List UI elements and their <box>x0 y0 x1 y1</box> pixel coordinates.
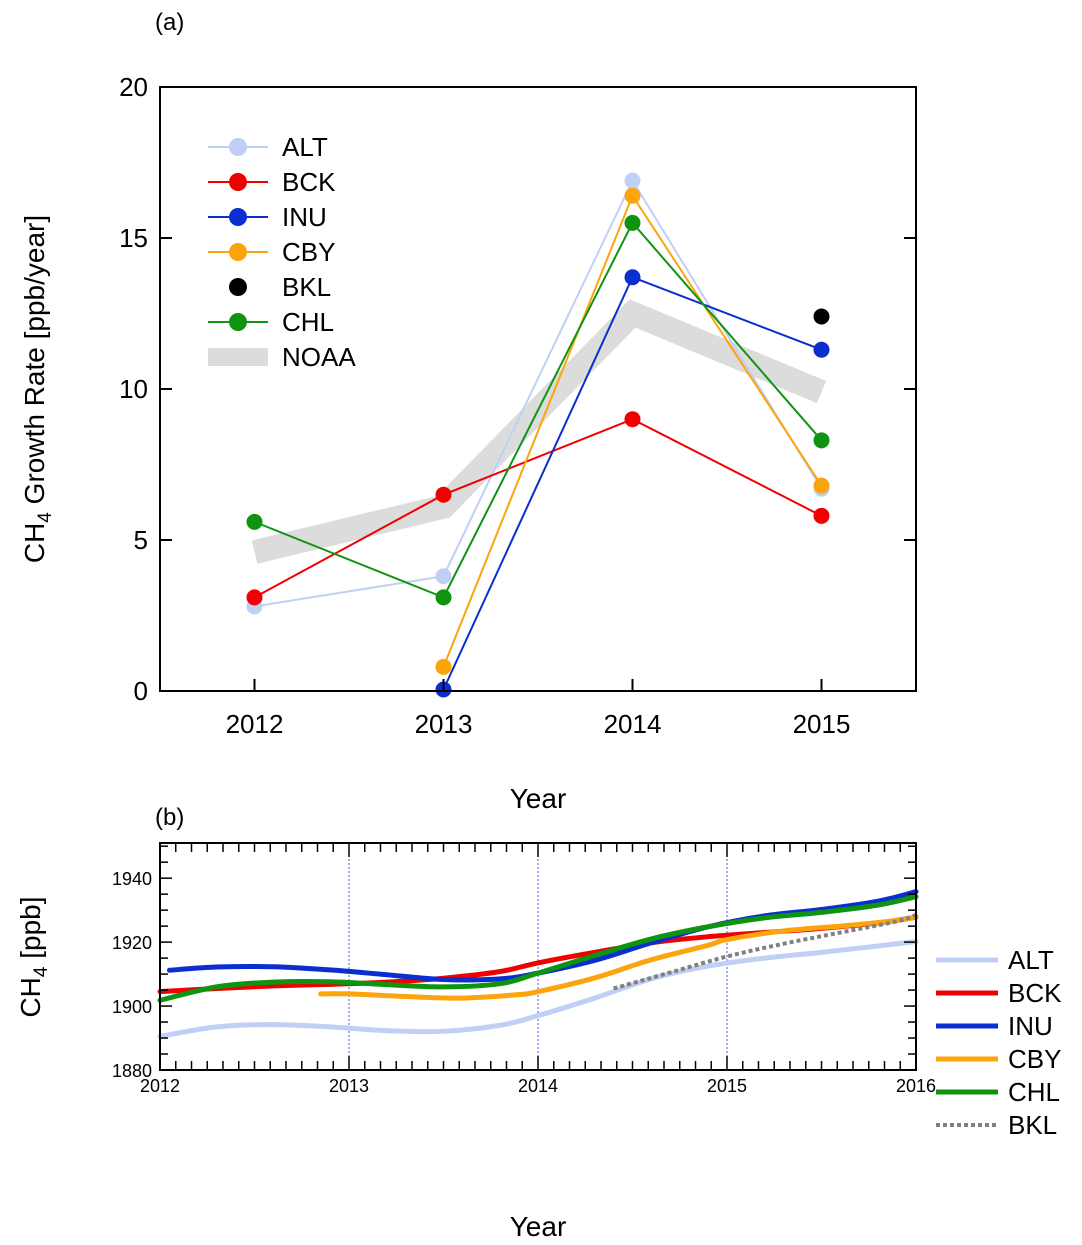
legend-alt-marker <box>229 138 247 156</box>
series-cby-curve <box>318 914 919 1001</box>
legend-inu-label: INU <box>282 202 327 232</box>
legend-b-alt-label: ALT <box>1008 945 1054 975</box>
panel-a-ylabel-rest: Growth Rate [ppb/year] <box>19 215 50 512</box>
panel-a-y-tick-label: 10 <box>119 374 148 404</box>
series-chl-curve <box>157 894 919 1003</box>
panel-a-y-tick-label: 5 <box>134 525 148 555</box>
series-bck-line <box>254 418 822 599</box>
panel-a-ylabel-sub: 4 <box>35 512 56 523</box>
panel-b-grid <box>348 843 728 1070</box>
panel-b-y-axis-title: CH4 [ppb] <box>15 896 52 1017</box>
panel-a-x-tick-label: 2013 <box>415 709 473 739</box>
panel-b-x-axis-title: Year <box>510 1211 567 1242</box>
panel-a-y-tick-label: 0 <box>134 676 148 706</box>
legend-bkl-marker <box>229 278 247 296</box>
panel-b-axes: 2012 2013 2014 2015 2016 1880 1900 1920 1940 <box>112 843 936 1096</box>
panel-b-x-tick-label: 2016 <box>896 1076 936 1096</box>
panel-a-ylabel-main: CH <box>19 523 50 563</box>
panel-b-x-tick-label: 2015 <box>707 1076 747 1096</box>
legend-chl-marker <box>229 313 247 331</box>
panel-b-ylabel-rest: [ppb] <box>15 896 46 966</box>
panel-a-x-tick-label: 2012 <box>226 709 284 739</box>
series-cby-point <box>435 658 452 675</box>
panel-b-y-tick-label: 1920 <box>112 933 152 953</box>
series-bck-point <box>246 589 263 606</box>
legend-bck-label: BCK <box>282 167 336 197</box>
series-alt-curve <box>157 938 919 1039</box>
panel-b-label: (b) <box>155 804 184 831</box>
series-inu-curve <box>166 889 919 983</box>
series-bck-point <box>435 486 452 503</box>
legend-bck-marker <box>229 173 247 191</box>
panel-b-data-layer <box>157 889 919 1039</box>
panel-a-y-tick-label: 15 <box>119 223 148 253</box>
panel-a-x-tick-label: 2014 <box>604 709 662 739</box>
series-chl-line <box>254 221 823 599</box>
legend-chl-label: CHL <box>282 307 334 337</box>
legend-bkl-label: BKL <box>282 272 331 302</box>
legend-b-cby-label: CBY <box>1008 1044 1061 1074</box>
panel-a-data-layer <box>246 172 830 698</box>
legend-b-bkl-label: BKL <box>1008 1110 1057 1140</box>
panel-b-y-tick-label: 1900 <box>112 997 152 1017</box>
series-cby-line <box>442 193 823 668</box>
panel-b-x-tick-label: 2014 <box>518 1076 558 1096</box>
panel-b-ylabel-main: CH <box>15 977 46 1017</box>
legend-alt-label: ALT <box>282 132 328 162</box>
series-bkl-curve <box>613 913 917 991</box>
panel-a-axes: 2012 2013 2014 2015 0 5 10 15 20 <box>119 72 916 739</box>
legend-b-inu-label: INU <box>1008 1011 1053 1041</box>
series-inu-point <box>813 341 830 358</box>
panel-b-y-tick-label: 1880 <box>112 1061 152 1081</box>
series-bkl-point <box>813 308 830 325</box>
series-chl-point <box>246 513 263 530</box>
series-cby-point <box>813 477 830 494</box>
series-chl-point <box>624 214 641 231</box>
panel-b-ylabel-sub: 4 <box>31 966 52 977</box>
series-cby-point <box>624 187 641 204</box>
panel-b: (b) 2012 2013 2014 2015 2016 1880 1900 1920 1940… <box>15 804 1062 1242</box>
panel-a-legend: ALT BCK INU CBY BKL CHL NOAA <box>208 132 356 372</box>
series-chl-point <box>435 589 452 606</box>
panel-b-x-tick-label: 2012 <box>140 1076 180 1096</box>
series-chl-point <box>813 432 830 449</box>
panel-a-y-axis-title: CH4 Growth Rate [ppb/year] <box>19 215 56 563</box>
legend-inu-marker <box>229 208 247 226</box>
series-inu-point <box>624 269 641 286</box>
legend-noaa-label: NOAA <box>282 342 356 372</box>
series-alt-point <box>624 172 641 189</box>
series-alt-line <box>254 178 823 608</box>
series-bck-point <box>813 507 830 524</box>
legend-noaa-swatch <box>208 348 268 366</box>
panel-b-x-tick-label: 2013 <box>329 1076 369 1096</box>
panel-b-y-tick-label: 1940 <box>112 869 152 889</box>
panel-a-y-tick-label: 20 <box>119 72 148 102</box>
legend-b-chl-label: CHL <box>1008 1077 1060 1107</box>
panel-a-x-axis-title: Year <box>510 783 567 814</box>
legend-b-bck-label: BCK <box>1008 978 1062 1008</box>
series-alt-point <box>435 568 452 585</box>
legend-cby-marker <box>229 243 247 261</box>
panel-a-label: (a) <box>155 9 184 36</box>
legend-cby-label: CBY <box>282 237 335 267</box>
series-bck-point <box>624 411 641 428</box>
panel-a-x-tick-label: 2015 <box>793 709 851 739</box>
panel-a: (a) 2012 2013 2014 2015 0 5 10 15 20 ALT BCK INU CB… <box>19 9 917 814</box>
